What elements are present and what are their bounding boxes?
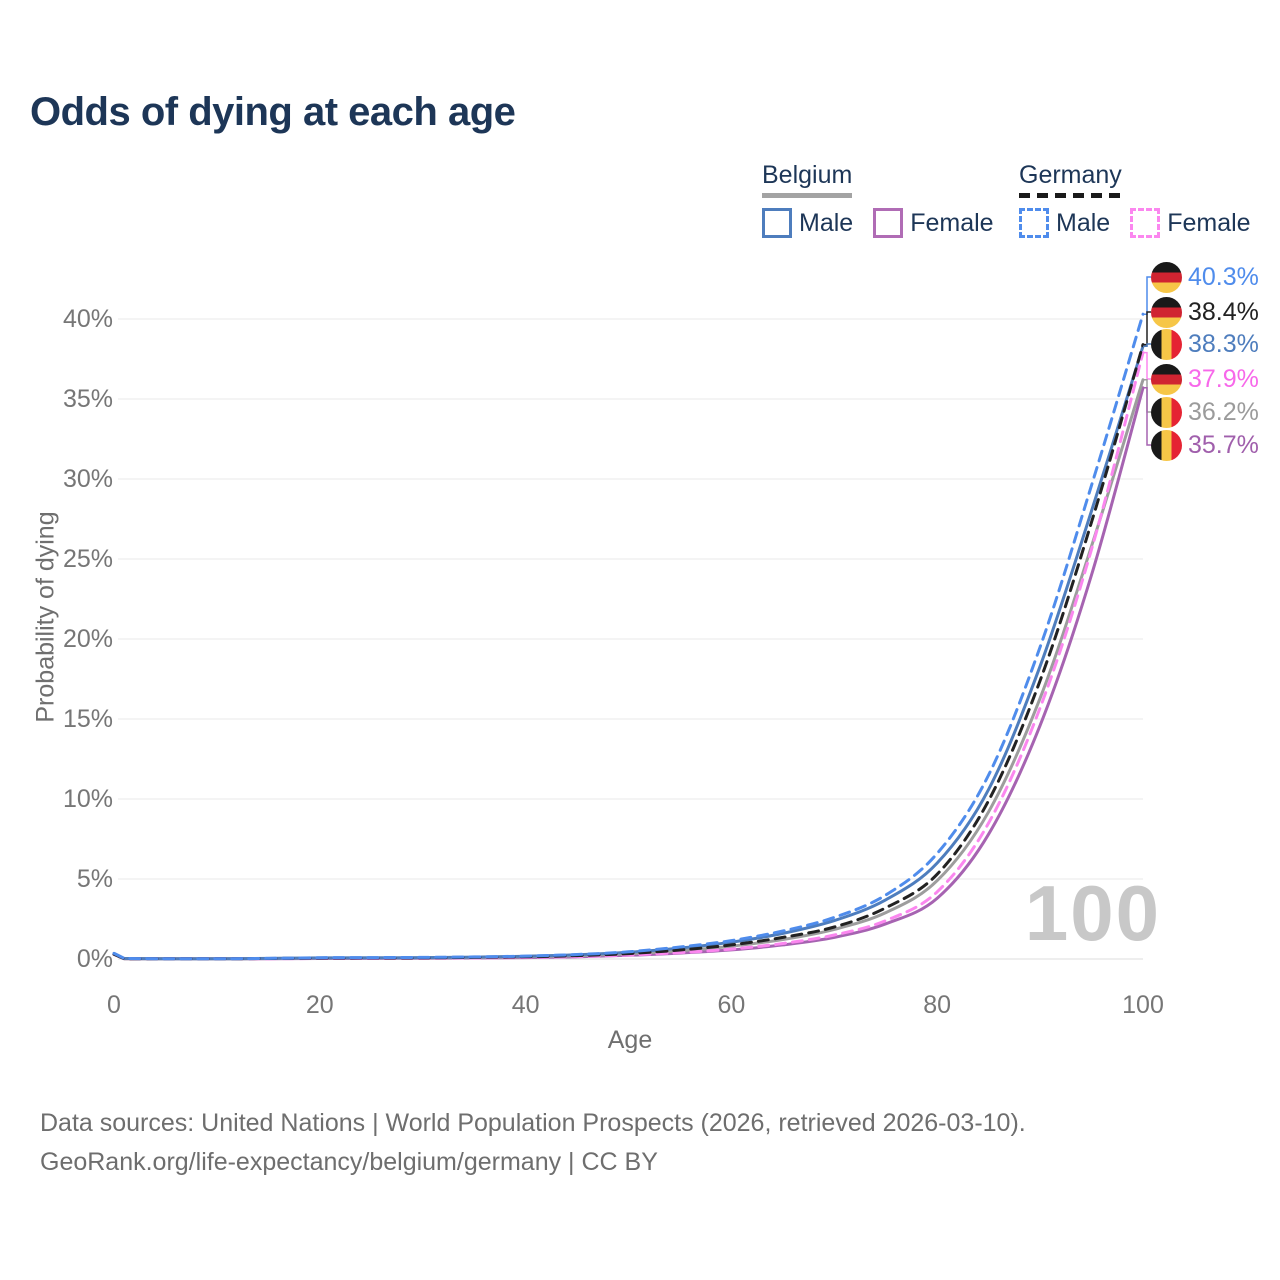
end-label-germany-female: 37.9% [1151,364,1259,395]
legend-item-belgium-female[interactable]: Female [873,208,994,238]
footer-attribution: GeoRank.org/life-expectancy/belgium/germ… [40,1148,658,1176]
legend-country-label-belgium: Belgium [762,161,853,189]
y-tick-label-10: 10% [62,785,113,813]
y-tick-label-30: 30% [62,465,113,493]
end-label-belgium-female: 35.7% [1151,430,1259,461]
series-line-belgium [112,378,1145,961]
y-tick-label-0: 0% [76,945,113,973]
legend-label-belgium-male: Male [799,208,854,237]
end-value-belgium-female: 35.7% [1188,431,1259,459]
legend-label-germany-male: Male [1056,208,1111,237]
legend-row-germany: Male Female [1019,208,1251,238]
y-tick-label-20: 20% [62,625,113,653]
legend-item-belgium-male[interactable]: Male [762,208,853,238]
legend-country-germany[interactable]: Germany [1019,161,1122,198]
chart-title: Odds of dying at each age [30,90,516,134]
x-tick-label-0: 0 [107,991,121,1019]
legend-label-belgium-female: Female [910,208,994,237]
legend-row-belgium: Male Female [762,208,994,238]
flag-icon-germany [1151,262,1182,293]
checkbox-germany-female[interactable] [1130,208,1161,238]
end-value-germany-male: 40.3% [1188,263,1259,291]
end-label-belgium-male: 38.3% [1151,329,1259,360]
end-connector-belgium-female [1143,387,1151,446]
end-value-belgium: 36.2% [1188,398,1259,426]
checkbox-belgium-male[interactable] [762,208,792,238]
legend-underline-belgium [762,193,853,198]
end-connector-belgium-male [1143,343,1151,347]
age-watermark: 100 [1024,869,1161,957]
end-value-germany-female: 37.9% [1188,365,1259,393]
legend-label-germany-female: Female [1167,208,1251,237]
legend-item-germany-female[interactable]: Female [1130,208,1251,238]
end-value-belgium-male: 38.3% [1188,330,1259,358]
series-line-belgium-female [112,386,1145,961]
x-tick-label-40: 40 [511,991,540,1019]
checkbox-belgium-female[interactable] [873,208,904,238]
legend-group-belgium: Belgium Male Female [762,161,994,238]
checkbox-germany-male[interactable] [1019,208,1049,238]
y-tick-label-40: 40% [62,305,113,333]
x-tick-label-100: 100 [1122,991,1164,1019]
series-line-belgium-male [112,344,1145,961]
legend-underline-germany [1019,193,1122,198]
end-connector-germany [1143,311,1151,346]
y-tick-label-15: 15% [62,705,113,733]
footer-sources: Data sources: United Nations | World Pop… [40,1109,1026,1137]
series-line-germany-female [112,351,1145,961]
end-label-germany: 38.4% [1151,297,1259,328]
flag-icon-germany [1151,297,1182,328]
x-tick-label-20: 20 [305,991,334,1019]
legend-item-germany-male[interactable]: Male [1019,208,1110,238]
x-tick-label-80: 80 [923,991,952,1019]
legend-country-label-germany: Germany [1019,161,1122,189]
end-label-germany-male: 40.3% [1151,262,1259,293]
legend-group-germany: Germany Male Female [1019,161,1251,238]
legend-country-belgium[interactable]: Belgium [762,161,853,198]
end-value-germany: 38.4% [1188,298,1259,326]
end-connector-belgium [1143,379,1151,413]
series-line-germany [112,343,1145,961]
flag-icon-germany [1151,364,1182,395]
y-tick-label-35: 35% [62,385,113,413]
end-label-belgium: 36.2% [1151,397,1259,428]
flag-icon-belgium [1151,329,1182,360]
flag-icon-belgium [1151,397,1182,428]
y-tick-label-5: 5% [76,865,113,893]
x-tick-label-60: 60 [717,991,746,1019]
flag-icon-belgium [1151,430,1182,461]
end-connector-germany-male [1143,276,1151,315]
end-connector-germany-female [1143,351,1151,380]
y-tick-label-25: 25% [62,545,113,573]
x-axis-title: Age [607,1026,653,1054]
series-line-germany-male [112,312,1145,961]
